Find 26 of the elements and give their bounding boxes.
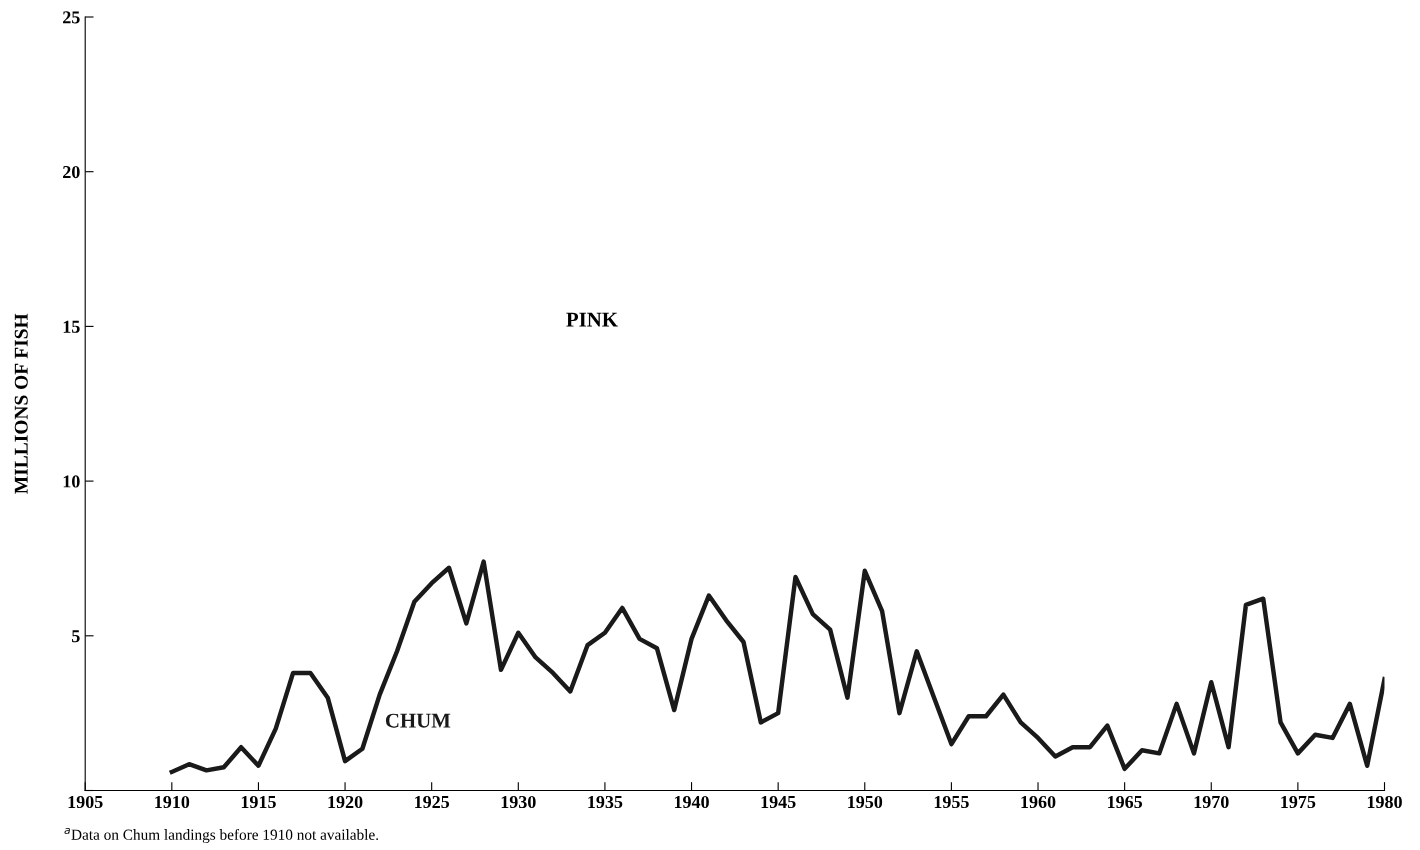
x-tick-label: 1905	[68, 795, 103, 809]
y-tick-label: 20	[63, 165, 80, 179]
y-tick-label: 25	[63, 11, 80, 24]
x-tick-label: 1970	[1194, 795, 1229, 809]
x-tick-label: 1980	[1367, 795, 1402, 809]
x-tick-label: 1935	[588, 795, 623, 809]
text: $^{a}$Data on Chum landings before 1910 not available.	[64, 827, 379, 844]
line-series	[169, 559, 1385, 775]
x-tick-label: 1915	[241, 795, 276, 809]
x-tick-label: 1930	[501, 795, 536, 809]
x-tick-label: 1920	[328, 795, 363, 809]
x-tick-label: 1950	[848, 795, 883, 809]
y-tick-label: 5	[72, 630, 80, 643]
x-tick-label: 1975	[1281, 795, 1316, 809]
y-tick-label: 10	[63, 475, 80, 488]
x-tick-label: 1955	[934, 795, 969, 809]
x-tick-label: 1945	[761, 795, 796, 809]
x-tick-label: 1965	[1108, 795, 1143, 809]
x-tick-label: 1910	[155, 795, 190, 809]
annotation: PINK	[566, 312, 618, 327]
x-tick-label: 1960	[1021, 795, 1056, 809]
series-label: CHUM	[385, 713, 451, 728]
x-tick-label: 1925	[415, 795, 450, 809]
y-tick-label: 15	[63, 320, 80, 333]
x-tick-label: 1940	[674, 795, 709, 809]
y-axis-title: MILLIONS OF FISH	[14, 313, 28, 494]
